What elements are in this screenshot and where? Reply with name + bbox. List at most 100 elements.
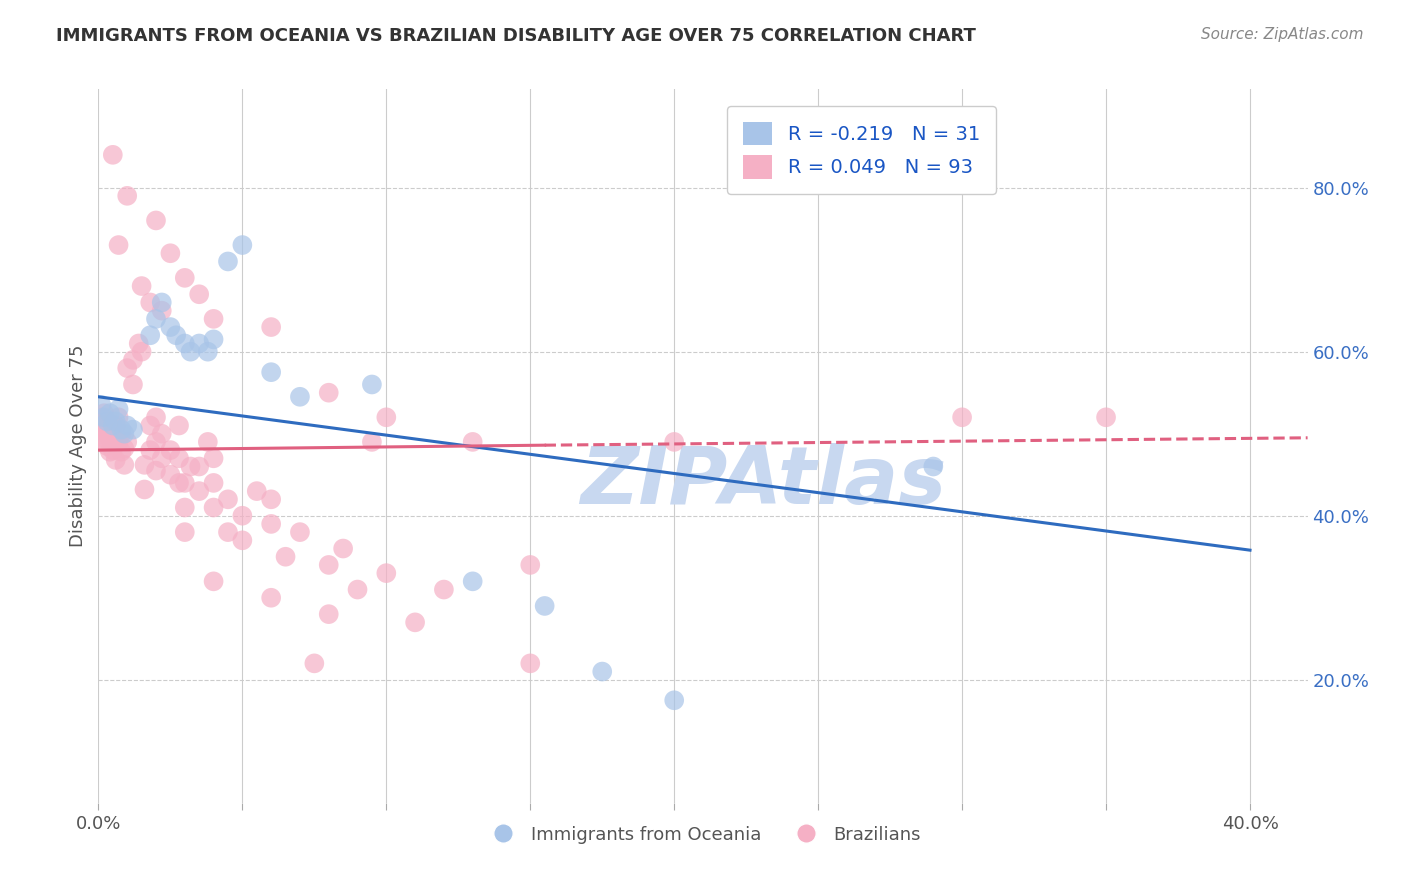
Point — [131, 344, 153, 359]
Point — [159, 467, 181, 482]
Point — [950, 410, 973, 425]
Point — [104, 414, 127, 428]
Point — [104, 418, 127, 433]
Point — [96, 414, 118, 428]
Point — [112, 458, 135, 472]
Point — [145, 434, 167, 449]
Point — [122, 377, 145, 392]
Point — [145, 410, 167, 425]
Point — [139, 443, 162, 458]
Point — [375, 566, 398, 581]
Point — [246, 484, 269, 499]
Point — [188, 287, 211, 301]
Point — [107, 434, 129, 449]
Point — [145, 213, 167, 227]
Point — [231, 533, 253, 548]
Point — [150, 303, 173, 318]
Point — [173, 270, 195, 285]
Legend: Immigrants from Oceania, Brazilians: Immigrants from Oceania, Brazilians — [478, 819, 928, 851]
Point — [361, 434, 384, 449]
Point — [98, 418, 121, 433]
Text: Source: ZipAtlas.com: Source: ZipAtlas.com — [1201, 27, 1364, 42]
Point — [217, 254, 239, 268]
Point — [165, 328, 187, 343]
Point — [101, 443, 124, 458]
Point — [139, 328, 162, 343]
Point — [139, 295, 162, 310]
Point — [318, 607, 340, 622]
Point — [274, 549, 297, 564]
Point — [260, 492, 283, 507]
Point — [231, 238, 253, 252]
Point — [180, 459, 202, 474]
Point — [188, 336, 211, 351]
Point — [98, 406, 121, 420]
Point — [128, 336, 150, 351]
Point — [167, 475, 190, 490]
Point — [173, 500, 195, 515]
Point — [202, 574, 225, 589]
Point — [664, 693, 686, 707]
Point — [110, 444, 132, 458]
Point — [115, 418, 138, 433]
Point — [519, 558, 541, 572]
Point — [361, 377, 384, 392]
Point — [98, 444, 121, 458]
Point — [159, 246, 181, 260]
Point — [90, 423, 112, 437]
Point — [145, 311, 167, 326]
Point — [173, 475, 195, 490]
Point — [202, 500, 225, 515]
Point — [93, 406, 115, 420]
Point — [122, 352, 145, 367]
Point — [217, 492, 239, 507]
Point — [107, 402, 129, 417]
Point — [591, 665, 613, 679]
Text: IMMIGRANTS FROM OCEANIA VS BRAZILIAN DISABILITY AGE OVER 75 CORRELATION CHART: IMMIGRANTS FROM OCEANIA VS BRAZILIAN DIS… — [56, 27, 976, 45]
Point — [107, 238, 129, 252]
Point — [197, 434, 219, 449]
Point — [131, 279, 153, 293]
Point — [260, 591, 283, 605]
Point — [122, 423, 145, 437]
Point — [664, 434, 686, 449]
Point — [93, 410, 115, 425]
Point — [159, 320, 181, 334]
Point — [107, 410, 129, 425]
Point — [173, 336, 195, 351]
Y-axis label: Disability Age Over 75: Disability Age Over 75 — [69, 344, 87, 548]
Point — [150, 295, 173, 310]
Point — [134, 458, 156, 472]
Point — [110, 426, 132, 441]
Point — [167, 418, 190, 433]
Point — [173, 525, 195, 540]
Point — [202, 475, 225, 490]
Text: ZIPAtlas: ZIPAtlas — [581, 442, 946, 521]
Point — [346, 582, 368, 597]
Point — [145, 464, 167, 478]
Point — [260, 516, 283, 531]
Point — [304, 657, 326, 671]
Point — [93, 418, 115, 433]
Point — [202, 311, 225, 326]
Point — [90, 434, 112, 449]
Point — [260, 320, 283, 334]
Point — [318, 385, 340, 400]
Point — [104, 436, 127, 450]
Point — [922, 459, 945, 474]
Point — [461, 574, 484, 589]
Point — [318, 558, 340, 572]
Point — [101, 426, 124, 441]
Point — [98, 431, 121, 445]
Point — [461, 434, 484, 449]
Point — [115, 189, 138, 203]
Point — [159, 443, 181, 458]
Point — [96, 439, 118, 453]
Point — [150, 451, 173, 466]
Point — [288, 525, 311, 540]
Point — [519, 657, 541, 671]
Point — [104, 453, 127, 467]
Point — [112, 426, 135, 441]
Point — [260, 365, 283, 379]
Point — [167, 451, 190, 466]
